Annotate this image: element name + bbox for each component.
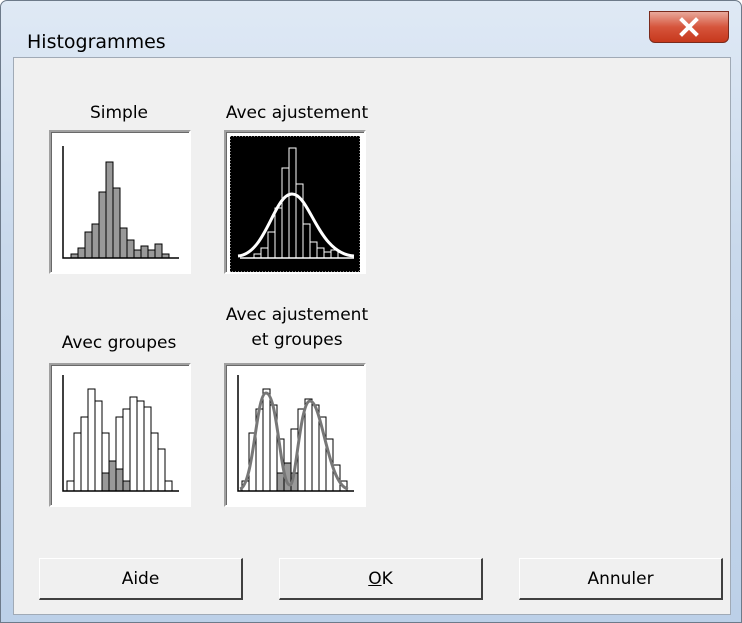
close-icon xyxy=(679,17,699,37)
button-label: Annuler xyxy=(587,569,654,589)
histogram-icon xyxy=(230,136,360,272)
dialog-client: Simple Avec ajustement xyxy=(13,57,731,615)
option-groups[interactable] xyxy=(49,363,191,507)
option-label: Simple xyxy=(89,103,149,123)
option-simple[interactable] xyxy=(49,130,191,274)
window-title: Histogrammes xyxy=(27,31,166,53)
option-fit-groups[interactable] xyxy=(224,363,366,507)
close-button[interactable] xyxy=(649,11,729,43)
option-label: Avec ajustement xyxy=(225,103,369,123)
histogram-icon xyxy=(62,375,179,492)
button-label: OK xyxy=(368,569,393,589)
ok-button[interactable]: OK xyxy=(279,558,483,600)
option-fit[interactable] xyxy=(224,130,366,274)
option-label: Avec groupes xyxy=(61,333,177,353)
option-label: Avec ajustement et groupes xyxy=(225,305,369,350)
button-label: Aide xyxy=(121,569,160,589)
histogram-icon xyxy=(62,146,179,259)
histogram-icon xyxy=(237,375,354,492)
help-button[interactable]: Aide xyxy=(39,558,243,600)
cancel-button[interactable]: Annuler xyxy=(519,558,723,600)
